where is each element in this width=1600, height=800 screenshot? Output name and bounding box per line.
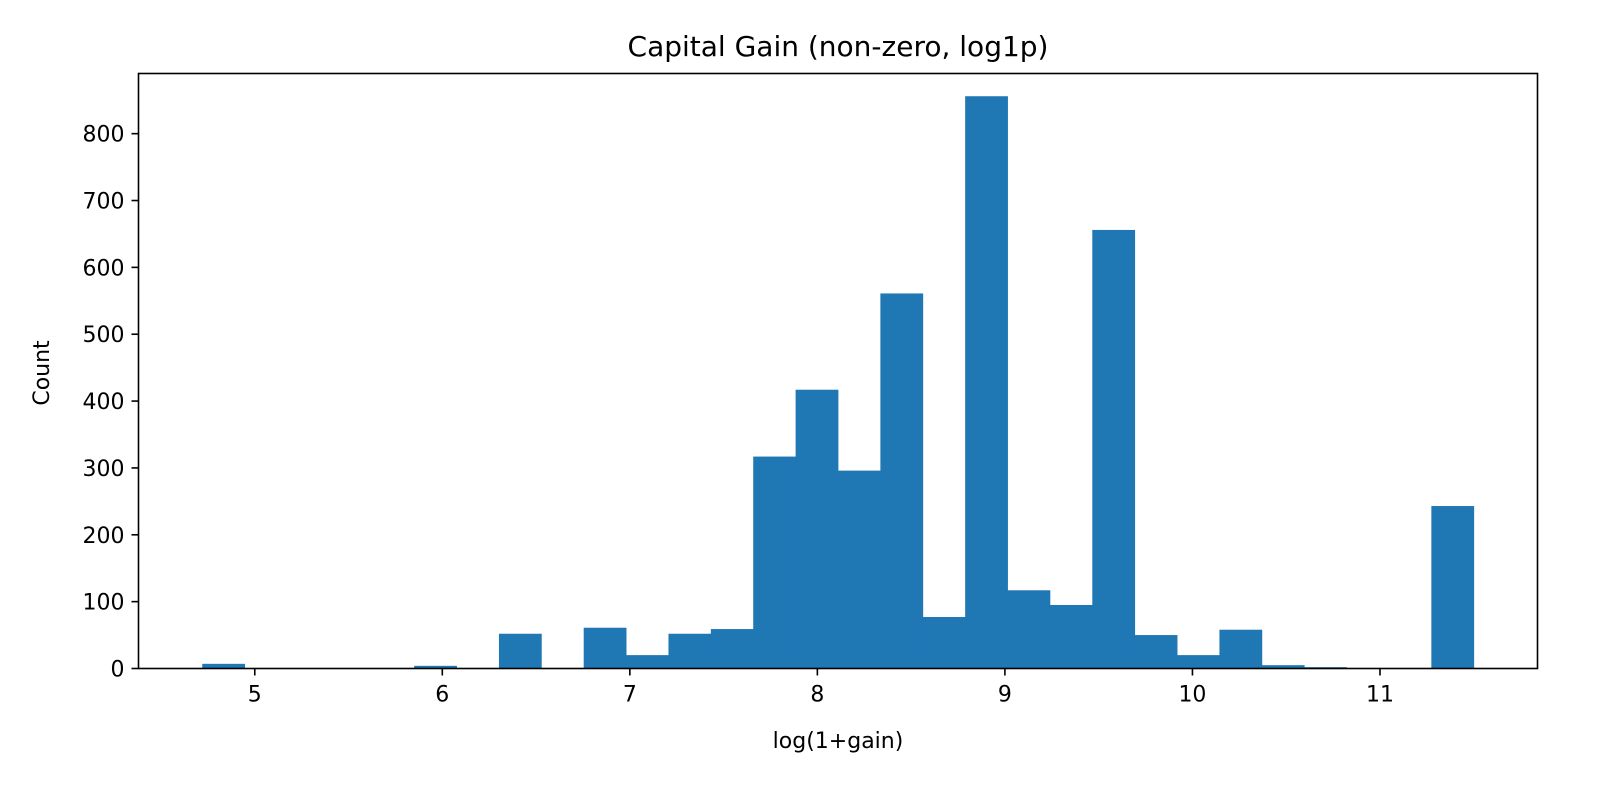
y-axis-ticks: 0 100 200 300 400 500 600 700 800 [83, 123, 139, 683]
y-axis-title: Count [30, 340, 55, 406]
y-tick-label: 800 [83, 123, 125, 148]
y-tick-label: 100 [83, 591, 125, 616]
x-axis-title: log(1+gain) [773, 729, 904, 754]
histogram-bar [838, 470, 881, 669]
histogram-bar [753, 456, 797, 669]
x-tick-label: 9 [998, 683, 1012, 708]
histogram-bar [1219, 629, 1263, 669]
y-tick-label: 600 [83, 256, 125, 281]
y-tick-label: 700 [83, 190, 125, 215]
y-tick-label: 0 [111, 658, 125, 683]
histogram-bar [1007, 590, 1051, 669]
x-tick-label: 7 [623, 683, 637, 708]
x-tick-label: 6 [435, 683, 449, 708]
y-tick-label: 300 [83, 457, 125, 482]
x-tick-label: 10 [1178, 683, 1206, 708]
x-tick-label: 8 [810, 683, 824, 708]
histogram-bar [1261, 665, 1305, 669]
histogram-bar [795, 389, 839, 669]
chart-title: Capital Gain (non-zero, log1p) [628, 30, 1049, 63]
bars-group [202, 96, 1475, 669]
plot-frame [137, 72, 1539, 670]
histogram-bar [498, 633, 542, 669]
histogram-bar [414, 665, 457, 669]
histogram-bar [710, 629, 754, 669]
histogram-bar [202, 663, 246, 669]
histogram-bar [1177, 655, 1220, 669]
histogram-bar [1049, 604, 1093, 669]
histogram-bar [626, 655, 669, 669]
histogram-bar [922, 617, 966, 669]
y-tick-label: 400 [83, 390, 125, 415]
y-tick-label: 500 [83, 323, 125, 348]
x-axis-ticks: 5 6 7 8 9 10 11 [248, 668, 1394, 708]
histogram-bar [1431, 506, 1475, 669]
histogram-bar [1092, 229, 1136, 669]
histogram-bar [880, 293, 924, 669]
histogram-bar [583, 627, 627, 669]
histogram-bar [668, 633, 712, 669]
histogram-bar [965, 96, 1008, 669]
y-tick-label: 200 [83, 524, 125, 549]
x-tick-label: 11 [1366, 683, 1394, 708]
x-tick-label: 5 [248, 683, 262, 708]
histogram-bar [1134, 635, 1178, 669]
